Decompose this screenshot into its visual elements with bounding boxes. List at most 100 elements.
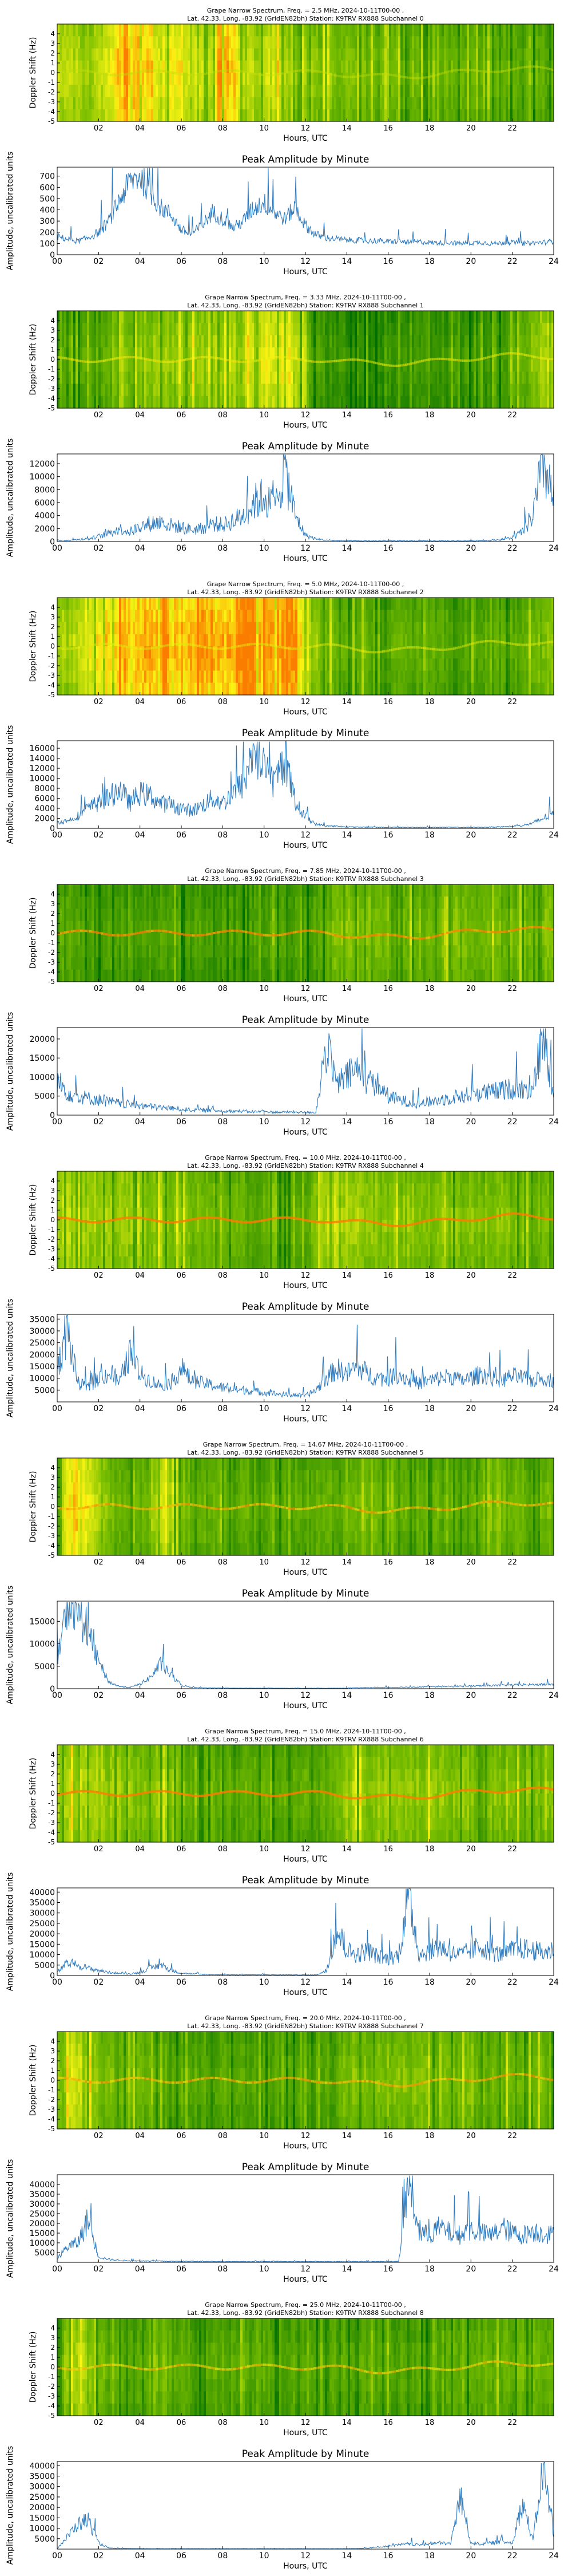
spectrogram-cell [185, 622, 188, 635]
spectrogram-cell [446, 36, 449, 49]
carrier-cell [130, 72, 133, 75]
spectrogram-cell [336, 36, 339, 49]
spectrogram-cell [236, 36, 239, 49]
spectrogram-cell [295, 610, 298, 623]
spectrogram-cell [89, 24, 92, 37]
spectrogram-cell [300, 622, 303, 635]
spectrogram-cell [535, 48, 538, 61]
spectrogram-cell [101, 372, 104, 385]
spectrogram-cell [526, 396, 529, 409]
spectrogram-cell [519, 85, 522, 98]
spectrogram-cell [128, 347, 131, 360]
spectrogram-cell [220, 670, 223, 683]
carrier-cell [224, 358, 227, 361]
spectrogram-cell [538, 24, 541, 37]
spectrogram-cell [197, 85, 200, 98]
spectrogram-cell [96, 323, 99, 336]
spectrogram-cell [286, 24, 289, 37]
spectrogram-cell [455, 359, 458, 372]
spectrogram-cell [238, 646, 241, 659]
spectrogram-cell [126, 682, 129, 696]
carrier-cell [535, 65, 538, 68]
spectrogram-cell [535, 24, 538, 37]
spectrogram-cell [458, 359, 460, 372]
spectrogram-cell [300, 73, 303, 85]
spectrogram-cell [160, 347, 163, 360]
spectrogram-cell [135, 323, 138, 336]
carrier-cell [146, 69, 149, 72]
spectrogram-cell [371, 384, 374, 397]
spectrogram-cell [286, 396, 289, 409]
spectrogram-cell [329, 36, 332, 49]
spectrogram-cell [362, 109, 364, 122]
spectrogram-cell [156, 658, 158, 671]
spectrogram-cell [206, 48, 209, 61]
spectrogram-cell [220, 36, 223, 49]
spectrogram-cell [210, 658, 213, 671]
spectrogram-cell [297, 24, 300, 37]
spectrogram-cell [442, 311, 444, 323]
spectrogram-cell [476, 48, 479, 61]
spectrogram-cell [339, 97, 341, 110]
spectrogram-cell [108, 335, 110, 348]
spectrogram-cell [295, 73, 298, 85]
spectrogram-cell [549, 323, 552, 336]
spectrogram-cell [185, 73, 188, 85]
spectrogram-cell [519, 36, 522, 49]
spectrogram-cell [259, 311, 261, 323]
spectrogram-cell [103, 97, 106, 110]
spectrogram-cell [297, 323, 300, 336]
spectrogram-cell [172, 372, 174, 385]
spectrogram-cell [183, 48, 186, 61]
spectrogram-cell [391, 396, 394, 409]
spectrogram-cell [210, 36, 213, 49]
spectrogram-cell [286, 85, 289, 98]
spectrogram-cell [181, 682, 184, 696]
spectrogram-cell [222, 384, 225, 397]
spectrogram-cell [396, 60, 399, 73]
spectrogram-cell [194, 646, 197, 659]
spectrogram-cell [279, 323, 282, 336]
spectrogram-cell [265, 109, 268, 122]
spectrogram-cell [339, 85, 341, 98]
spectrogram-cell [236, 24, 239, 37]
spectrogram-cell [350, 73, 353, 85]
spectrogram-cell [508, 372, 511, 385]
spectrogram-cell [469, 347, 472, 360]
spectrogram-cell [71, 658, 74, 671]
spectrogram-cell [215, 646, 218, 659]
spectrogram-cell [414, 311, 417, 323]
carrier-cell [400, 364, 403, 367]
spectrogram-cell [419, 396, 422, 409]
carrier-cell [167, 361, 170, 364]
spectrogram-cell [339, 109, 341, 122]
spectrogram-cell [66, 85, 69, 98]
carrier-cell [476, 358, 479, 361]
spectrogram-cell [288, 109, 291, 122]
spectrogram-cell [76, 97, 78, 110]
spectrogram-cell [162, 85, 165, 98]
carrier-cell [256, 359, 259, 362]
carrier-cell [156, 69, 158, 72]
carrier-cell [156, 359, 158, 362]
spectrogram-cell [300, 323, 303, 336]
spectrogram-cell [117, 73, 120, 85]
spectrogram-cell [215, 48, 218, 61]
spectrogram-cell [254, 48, 257, 61]
spectrogram-cell [85, 85, 88, 98]
spectrogram-cell [73, 622, 76, 635]
spectrogram-cell [78, 347, 81, 360]
spectrogram-cell [533, 372, 536, 385]
carrier-cell [243, 361, 245, 364]
spectrogram-cell [176, 622, 179, 635]
spectrogram-cell [529, 311, 531, 323]
spectrogram-cell [201, 24, 204, 37]
spectrogram-cell [194, 670, 197, 683]
spectrogram-cell [460, 359, 463, 372]
spectrogram-cell [313, 335, 316, 348]
spectrogram-cell [423, 60, 426, 73]
spectrogram-cell [483, 85, 486, 98]
spectrogram-cell [291, 396, 293, 409]
spectrogram-cell [419, 323, 422, 336]
spectrogram-cell [503, 60, 506, 73]
